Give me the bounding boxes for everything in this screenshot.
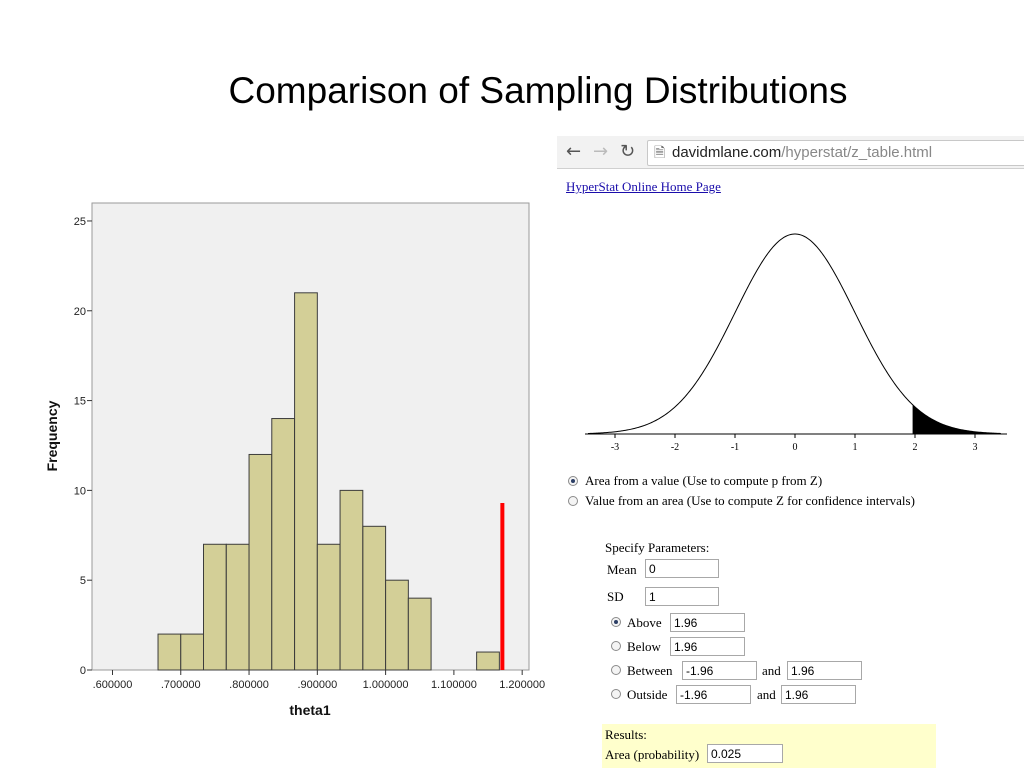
histogram-bar — [339, 489, 364, 671]
histogram-bar — [271, 418, 296, 671]
mean-label: Mean — [607, 562, 637, 577]
y-tick-label: 15 — [74, 396, 86, 408]
shaded-tail-area — [912, 404, 1002, 434]
between-label: Between — [627, 663, 673, 678]
area-probability-output: 0.025 — [707, 744, 783, 763]
outside-lower-input[interactable]: -1.96 — [676, 685, 751, 704]
x-tick-label: 1.100000 — [431, 679, 477, 691]
x-tick-label: 1.200000 — [499, 679, 545, 691]
curve-tick-label: 2 — [913, 442, 918, 453]
histogram-bar — [180, 633, 205, 671]
histogram-bar — [157, 633, 182, 671]
x-axis-title: theta1 — [289, 702, 330, 718]
curve-tick-label: 1 — [853, 442, 858, 453]
above-input[interactable]: 1.96 — [670, 613, 745, 632]
histogram-bar — [248, 453, 273, 671]
histogram-bar — [362, 525, 387, 671]
x-tick-label: .900000 — [297, 679, 337, 691]
sd-input[interactable]: 1 — [645, 587, 719, 606]
histogram-bar — [476, 651, 500, 671]
sd-label: SD — [607, 589, 624, 604]
outside-and-label: and — [757, 687, 776, 702]
url-text: davidmlane.com/hyperstat/z_table.html — [672, 141, 932, 165]
radio-area-from-value[interactable] — [568, 476, 578, 486]
y-tick-label: 25 — [74, 216, 86, 228]
area-probability-label: Area (probability) — [605, 747, 700, 762]
mode-option-label: Area from a value (Use to compute p from… — [585, 473, 823, 488]
results-panel: Results: Area (probability) 0.025 — [602, 724, 936, 768]
below-label: Below — [627, 639, 661, 654]
slide-title: Comparison of Sampling Distributions — [228, 70, 848, 111]
mean-input[interactable]: 0 — [645, 559, 719, 578]
histogram-bar — [385, 579, 409, 671]
above-label: Above — [627, 615, 662, 630]
y-tick-label: 10 — [74, 485, 86, 497]
frequency-histogram: 0 5 10 15 20 25 .600000 .700000 .800000 .900000 1.… — [44, 202, 545, 718]
curve-tick-label: 3 — [973, 442, 978, 453]
parameters-heading: Specify Parameters: — [605, 540, 710, 555]
address-bar[interactable]: 🗎 davidmlane.com/hyperstat/z_table.html — [647, 140, 1024, 166]
page-document-icon: 🗎 — [654, 145, 666, 161]
url-host: davidmlane.com — [672, 144, 782, 161]
radio-between[interactable] — [611, 665, 621, 675]
radio-outside[interactable] — [611, 689, 621, 699]
curve-tick-label: 0 — [793, 442, 798, 453]
x-tick-label: .800000 — [229, 679, 269, 691]
url-path: /hyperstat/z_table.html — [781, 144, 933, 161]
histogram-bar — [316, 543, 341, 671]
below-input[interactable]: 1.96 — [670, 637, 745, 656]
outside-upper-input[interactable]: 1.96 — [781, 685, 856, 704]
x-tick-label: .700000 — [161, 679, 201, 691]
outside-label: Outside — [627, 687, 668, 702]
y-tick-label: 5 — [80, 575, 86, 587]
histogram-bar — [225, 543, 250, 671]
radio-above[interactable] — [611, 617, 621, 627]
mode-option-label: Value from an area (Use to compute Z for… — [585, 493, 915, 508]
y-tick-label: 0 — [80, 665, 86, 677]
density-curve — [587, 233, 1001, 434]
y-axis-title: Frequency — [44, 400, 60, 471]
normal-distribution-curve: -3 -2 -1 0 1 2 3 — [585, 233, 1007, 453]
between-and-label: and — [762, 663, 781, 678]
mode-option-area-from-value[interactable]: Area from a value (Use to compute p from… — [568, 473, 822, 489]
histogram-bar — [407, 597, 432, 671]
results-heading: Results: — [605, 727, 647, 742]
forward-arrow-icon[interactable]: → — [593, 141, 609, 162]
radio-value-from-area[interactable] — [568, 496, 578, 506]
radio-below[interactable] — [611, 641, 621, 651]
hyperstat-home-link[interactable]: HyperStat Online Home Page — [566, 179, 721, 194]
x-tick-label: .600000 — [93, 679, 133, 691]
histogram-bar — [203, 543, 227, 671]
back-arrow-icon[interactable]: ← — [566, 141, 582, 162]
histogram-bar — [294, 292, 318, 671]
y-tick-label: 20 — [74, 306, 86, 318]
x-tick-label: 1.000000 — [363, 679, 409, 691]
between-lower-input[interactable]: -1.96 — [682, 661, 757, 680]
curve-tick-label: -2 — [671, 442, 679, 453]
curve-tick-label: -1 — [731, 442, 739, 453]
curve-tick-label: -3 — [611, 442, 619, 453]
browser-window: ← → ↻ 🗎 davidmlane.com/hyperstat/z_table… — [557, 136, 1024, 768]
mode-option-value-from-area[interactable]: Value from an area (Use to compute Z for… — [568, 493, 915, 509]
reload-icon[interactable]: ↻ — [620, 141, 636, 162]
between-upper-input[interactable]: 1.96 — [787, 661, 862, 680]
browser-toolbar: ← → ↻ 🗎 davidmlane.com/hyperstat/z_table… — [557, 136, 1024, 169]
